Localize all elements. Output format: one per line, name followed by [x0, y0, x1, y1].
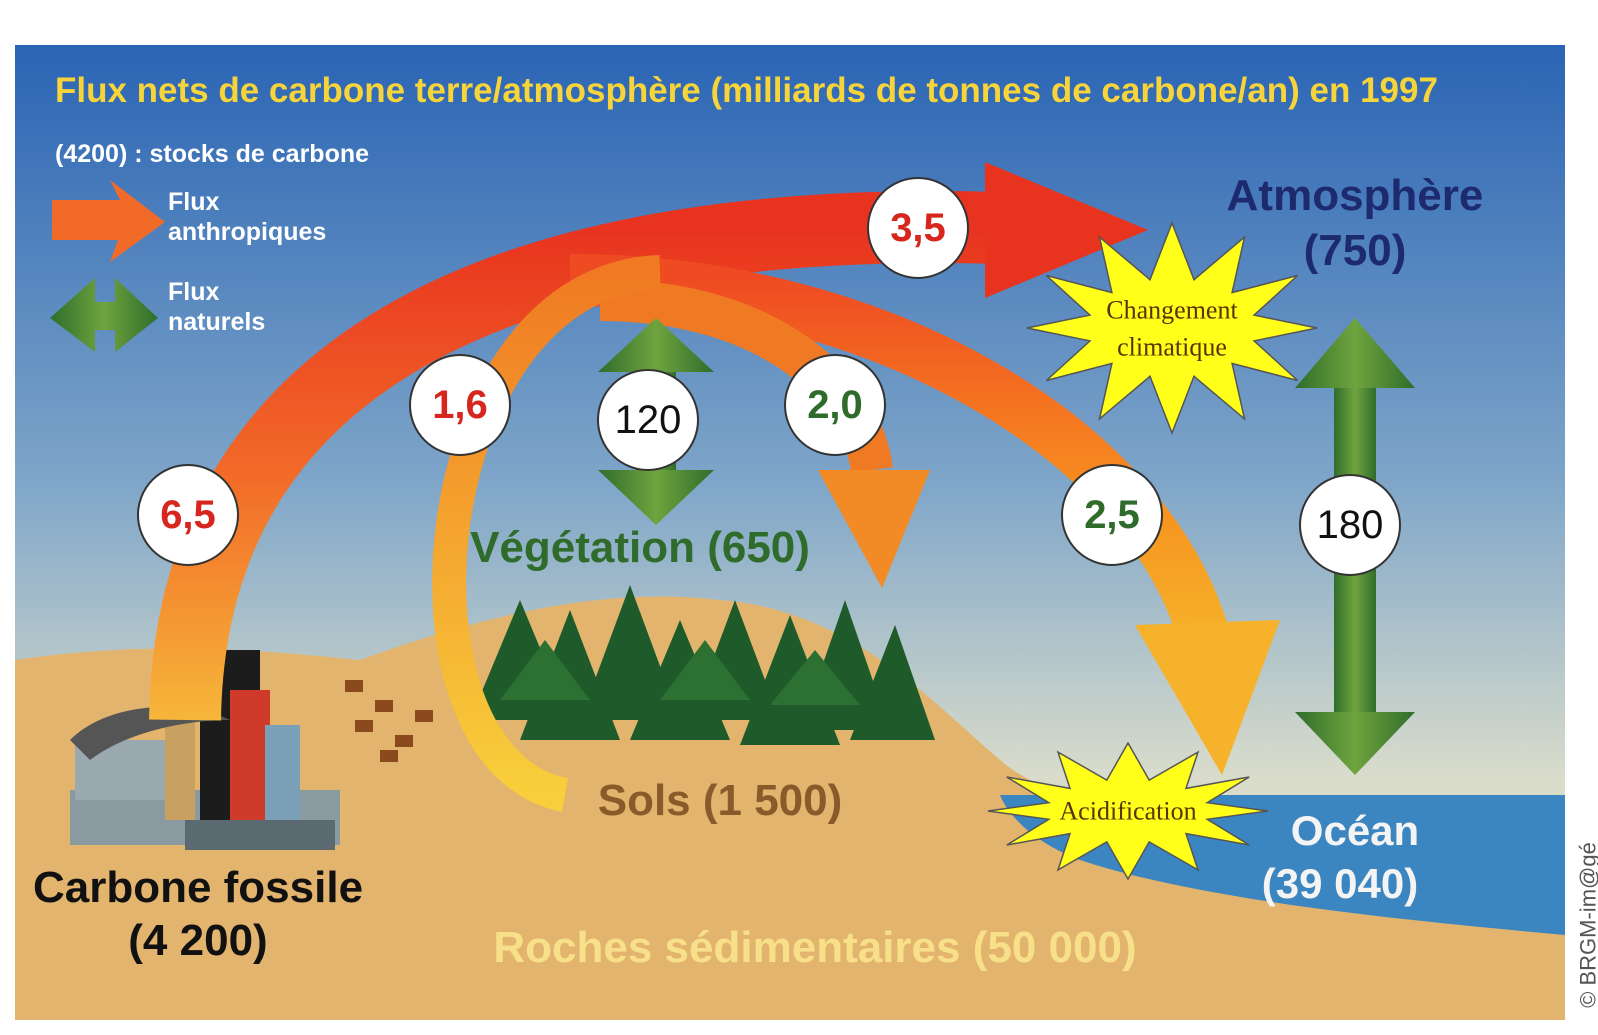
reservoir-label: Atmosphère — [1227, 171, 1484, 220]
reservoir-label: Carbone fossile — [33, 863, 363, 912]
flux-label: 180 — [1317, 503, 1384, 547]
reservoir-label: Végétation (650) — [470, 523, 810, 572]
flux-label: 1,6 — [432, 383, 488, 427]
reservoir-label: Sols (1 500) — [598, 776, 843, 825]
diagram: (4200) : stocks de carbone Flux anthropi… — [0, 0, 1598, 1035]
callout-text: climatique — [1117, 333, 1227, 362]
reservoir-label: (4 200) — [128, 916, 267, 965]
stocks-note: (4200) : stocks de carbone — [55, 140, 369, 168]
reservoir-label: Océan — [1291, 807, 1419, 854]
legend-label: anthropiques — [168, 218, 326, 246]
flux-label: 120 — [615, 398, 682, 442]
legend-label: Flux — [168, 188, 219, 216]
credit: © BRGM-im@gé — [1576, 842, 1598, 1008]
callout-text: Acidification — [1059, 797, 1196, 826]
flux-label: 2,5 — [1084, 493, 1140, 537]
flux-label: 2,0 — [807, 383, 863, 427]
flux-label: 3,5 — [890, 206, 946, 250]
reservoir-label: (39 040) — [1262, 860, 1418, 907]
reservoir-label: (750) — [1304, 226, 1407, 275]
flux-label: 6,5 — [160, 493, 216, 537]
title: Flux nets de carbone terre/atmosphère (m… — [55, 71, 1438, 110]
reservoir-label: Roches sédimentaires (50 000) — [493, 923, 1136, 972]
legend-label: naturels — [168, 308, 265, 336]
legend-label: Flux — [168, 278, 219, 306]
callout-text: Changement — [1106, 296, 1238, 325]
